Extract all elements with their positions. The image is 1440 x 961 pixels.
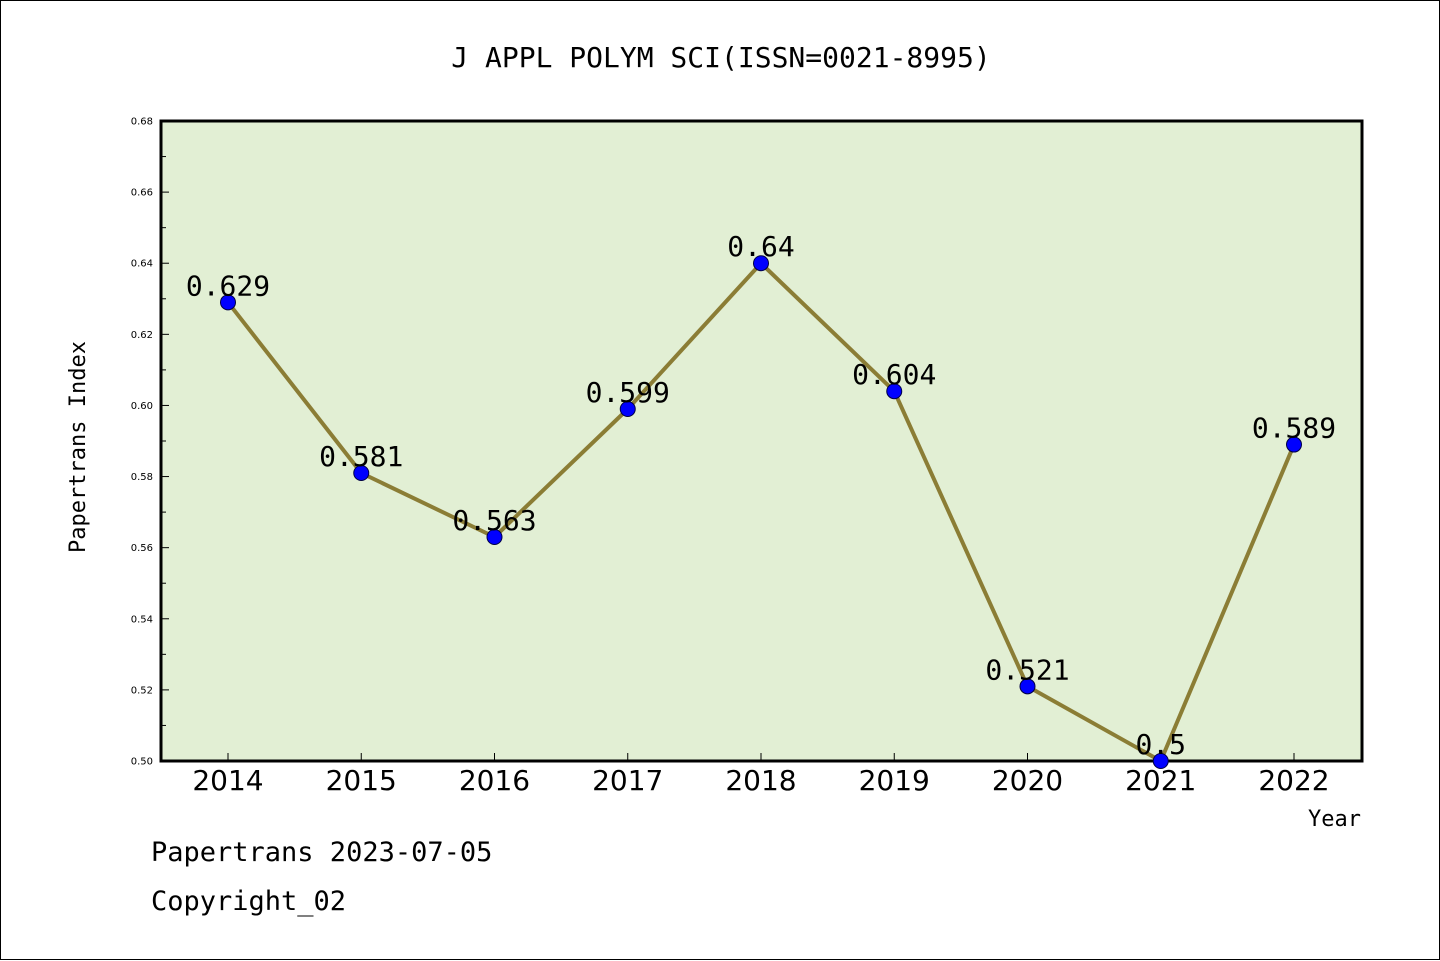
footer-source-line: Papertrans 2023-07-05	[151, 837, 493, 868]
x-axis: 2014 2015 2016 2017 2018 2019 2020 2021 2022	[192, 753, 1330, 797]
data-label-2014: 0.629	[186, 269, 270, 302]
y-tick-label: 0.52	[131, 685, 153, 696]
data-label-2020: 0.521	[985, 653, 1069, 686]
data-point-2017	[619, 401, 636, 417]
x-tick-label: 2018	[725, 764, 796, 797]
y-tick-label: 0.54	[131, 614, 153, 625]
x-tick-label: 2017	[592, 764, 663, 797]
y-axis-title: Papertrans Index	[66, 341, 91, 553]
data-label-2018: 0.64	[727, 230, 794, 263]
y-tick-label: 0.64	[131, 259, 153, 270]
data-point-2022	[1286, 436, 1302, 453]
data-point-2014	[220, 294, 236, 311]
x-axis-title: Year	[1308, 807, 1361, 832]
x-tick-label: 2020	[992, 764, 1063, 797]
y-tick-label: 0.58	[131, 472, 153, 483]
y-tick-label: 0.68	[131, 117, 153, 128]
data-point-2021	[1152, 753, 1169, 769]
y-tick-label: 0.56	[131, 543, 153, 554]
y-axis: 0.50 0.52 0.54 0.56 0.58 0.60 0.62 0.64 0.66 0.68	[131, 117, 169, 768]
y-tick-label: 0.60	[131, 401, 153, 412]
y-tick-label: 0.62	[131, 330, 153, 341]
data-label-2016: 0.563	[452, 504, 536, 537]
x-tick-label: 2016	[459, 764, 530, 797]
footer-copyright: Copyright_02	[151, 886, 347, 917]
y-tick-label: 0.66	[131, 188, 153, 199]
data-point-2020	[1019, 678, 1036, 695]
plot-area	[159, 119, 1364, 763]
data-label-2015: 0.581	[319, 440, 403, 473]
chart-title: J APPL POLYM SCI(ISSN=0021-8995)	[451, 41, 990, 74]
data-label-2019: 0.604	[852, 358, 936, 391]
x-tick-label: 2021	[1125, 764, 1196, 797]
x-tick-label: 2014	[192, 764, 263, 797]
x-tick-label: 2015	[326, 764, 397, 797]
data-point-2016	[486, 529, 503, 545]
x-tick-label: 2019	[859, 764, 930, 797]
data-point-2019	[886, 383, 903, 400]
x-tick-label: 2022	[1258, 764, 1329, 797]
data-label-2017: 0.599	[586, 376, 670, 409]
data-markers	[220, 255, 1302, 769]
data-label-2021: 0.5	[1135, 728, 1186, 761]
data-point-2018	[753, 255, 769, 272]
data-labels: 0.629 0.581 0.563 0.599 0.64 0.604 0.521 0.5 0.5…	[186, 230, 1336, 761]
data-label-2022: 0.589	[1252, 412, 1336, 445]
data-point-2015	[353, 465, 370, 481]
y-tick-label: 0.50	[131, 757, 153, 768]
